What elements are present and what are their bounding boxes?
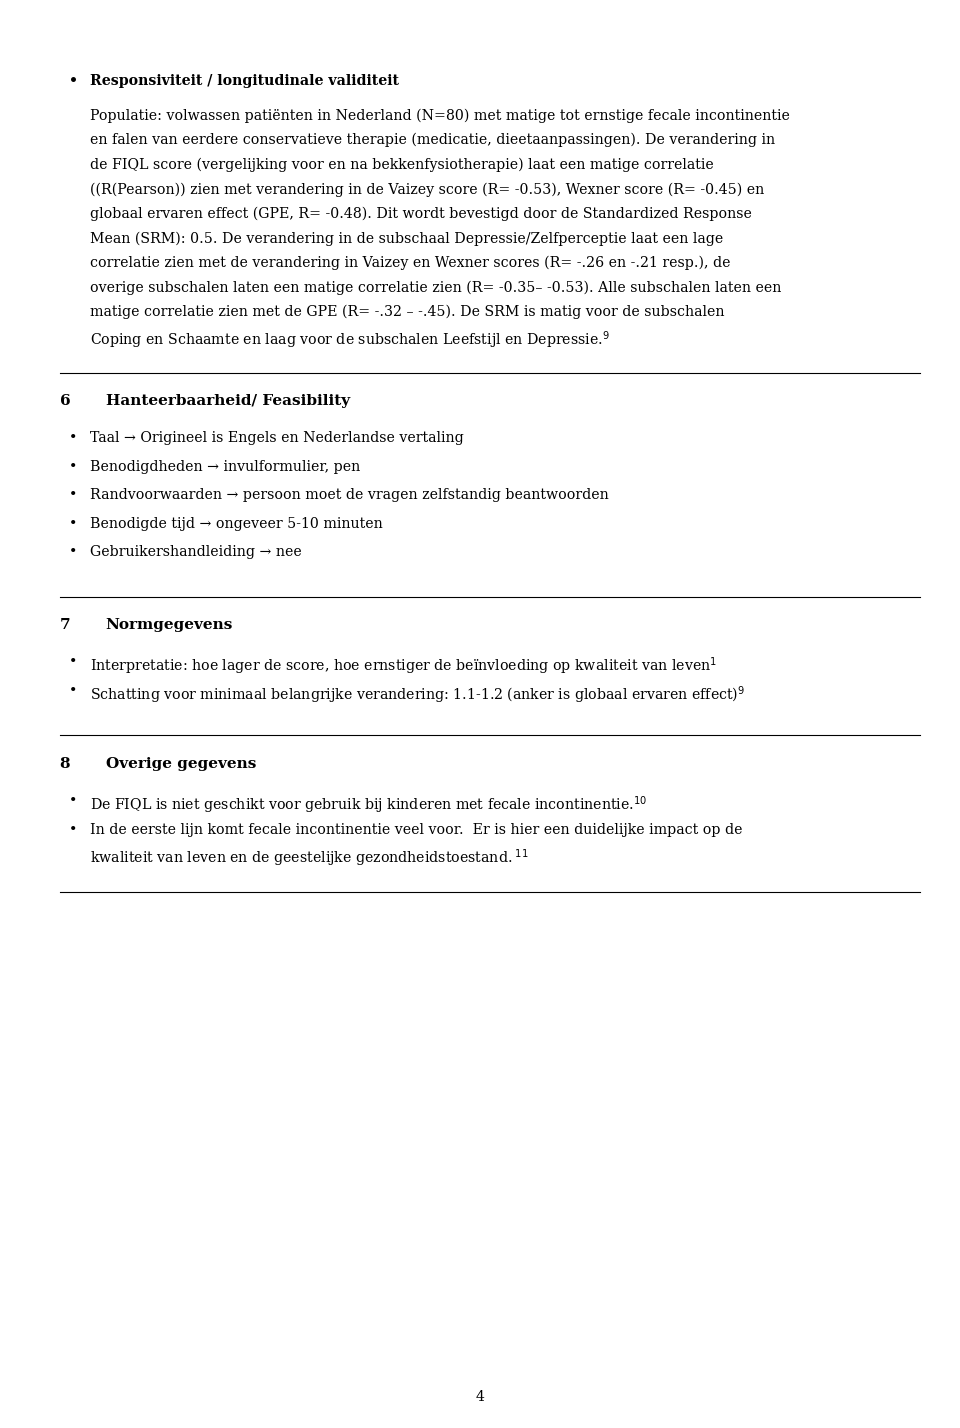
Text: en falen van eerdere conservatieve therapie (medicatie, dieetaanpassingen). De v: en falen van eerdere conservatieve thera… xyxy=(90,133,776,147)
Text: Randvoorwaarden → persoon moet de vragen zelfstandig beantwoorden: Randvoorwaarden → persoon moet de vragen… xyxy=(90,488,609,503)
Text: Gebruikershandleiding → nee: Gebruikershandleiding → nee xyxy=(90,545,302,560)
Text: correlatie zien met de verandering in Vaizey en Wexner scores (R= -.26 en -.21 r: correlatie zien met de verandering in Va… xyxy=(90,256,731,270)
Text: Mean (SRM): 0.5. De verandering in de subschaal Depressie/Zelfperceptie laat een: Mean (SRM): 0.5. De verandering in de su… xyxy=(90,231,724,246)
Text: Populatie: volwassen patiënten in Nederland (N=80) met matige tot ernstige fecal: Populatie: volwassen patiënten in Nederl… xyxy=(90,109,790,123)
Text: Coping en Schaamte en laag voor de subschalen Leefstijl en Depressie.$^{9}$: Coping en Schaamte en laag voor de subsc… xyxy=(90,330,611,351)
Text: 6: 6 xyxy=(60,394,70,408)
Text: •: • xyxy=(69,431,78,446)
Text: •: • xyxy=(69,517,78,531)
Text: Schatting voor minimaal belangrijke verandering: 1.1-1.2 (anker is globaal ervar: Schatting voor minimaal belangrijke vera… xyxy=(90,684,746,705)
Text: Overige gegevens: Overige gegevens xyxy=(106,757,256,771)
Text: globaal ervaren effect (GPE, R= -0.48). Dit wordt bevestigd door de Standardized: globaal ervaren effect (GPE, R= -0.48). … xyxy=(90,207,752,221)
Text: Benodigdheden → invulformulier, pen: Benodigdheden → invulformulier, pen xyxy=(90,460,361,474)
Text: 4: 4 xyxy=(475,1389,485,1404)
Text: •: • xyxy=(69,460,78,474)
Text: ((R(Pearson)) zien met verandering in de Vaizey score (R= -0.53), Wexner score (: ((R(Pearson)) zien met verandering in de… xyxy=(90,183,764,197)
Text: In de eerste lijn komt fecale incontinentie veel voor.  Er is hier een duidelijk: In de eerste lijn komt fecale incontinen… xyxy=(90,823,743,837)
Text: Taal → Origineel is Engels en Nederlandse vertaling: Taal → Origineel is Engels en Nederlands… xyxy=(90,431,464,446)
Text: overige subschalen laten een matige correlatie zien (R= -0.35– -0.53). Alle subs: overige subschalen laten een matige corr… xyxy=(90,280,781,294)
Text: •: • xyxy=(69,684,78,698)
Text: Interpretatie: hoe lager de score, hoe ernstiger de beïnvloeding op kwaliteit va: Interpretatie: hoe lager de score, hoe e… xyxy=(90,655,717,677)
Text: •: • xyxy=(69,74,78,89)
Text: Hanteerbaarheid/ Feasibility: Hanteerbaarheid/ Feasibility xyxy=(106,394,349,408)
Text: matige correlatie zien met de GPE (R= -.32 – -.45). De SRM is matig voor de subs: matige correlatie zien met de GPE (R= -.… xyxy=(90,306,725,320)
Text: •: • xyxy=(69,655,78,670)
Text: De FIQL is niet geschikt voor gebruik bij kinderen met fecale incontinentie.$^{1: De FIQL is niet geschikt voor gebruik bi… xyxy=(90,794,647,815)
Text: 8: 8 xyxy=(60,757,70,771)
Text: Responsiviteit / longitudinale validiteit: Responsiviteit / longitudinale validitei… xyxy=(90,74,399,89)
Text: •: • xyxy=(69,823,78,837)
Text: •: • xyxy=(69,545,78,560)
Text: 7: 7 xyxy=(60,618,70,633)
Text: Benodigde tijd → ongeveer 5-10 minuten: Benodigde tijd → ongeveer 5-10 minuten xyxy=(90,517,383,531)
Text: •: • xyxy=(69,794,78,808)
Text: •: • xyxy=(69,488,78,503)
Text: de FIQL score (vergelijking voor en na bekkenfysiotherapie) laat een matige corr: de FIQL score (vergelijking voor en na b… xyxy=(90,157,714,171)
Text: kwaliteit van leven en de geestelijke gezondheidstoestand.$^{\ 11}$: kwaliteit van leven en de geestelijke ge… xyxy=(90,847,529,868)
Text: Normgegevens: Normgegevens xyxy=(106,618,233,633)
